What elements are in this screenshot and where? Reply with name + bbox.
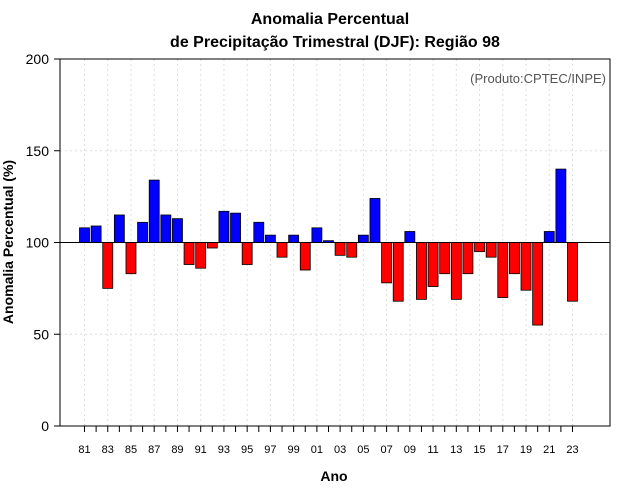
x-tick-label: 07: [380, 444, 392, 456]
bar-2001: [311, 227, 323, 243]
bar-1991: [195, 242, 207, 269]
bar-1989: [172, 218, 183, 243]
bar-2017: [497, 242, 509, 298]
bar-1986: [137, 221, 148, 243]
bar-1984: [113, 214, 125, 243]
bar-2004: [346, 242, 358, 258]
bar-2009: [404, 231, 416, 243]
bar-2015: [474, 242, 485, 253]
bar-2013: [450, 242, 462, 300]
bar-1985: [125, 242, 137, 275]
bar-1992: [206, 242, 218, 249]
bar-2007: [381, 242, 392, 284]
bar-1990: [183, 242, 195, 265]
bar-2011: [427, 242, 439, 287]
bar-1998: [276, 242, 288, 258]
y-tick-label: 200: [26, 51, 50, 67]
bar-2003: [334, 242, 346, 256]
x-tick-label: 19: [520, 444, 532, 456]
bar-2023: [567, 242, 578, 302]
y-tick-label: 0: [41, 418, 49, 434]
x-tick-label: 93: [218, 444, 230, 456]
x-tick-label: 11: [427, 444, 438, 456]
x-tick-label: 17: [497, 444, 509, 456]
chart-title: Anomalia Percentual: [251, 11, 409, 28]
bar-1982: [90, 225, 102, 243]
y-tick-label: 100: [26, 235, 50, 251]
y-tick-label: 150: [26, 143, 50, 159]
bar-2006: [369, 198, 381, 243]
x-tick-label: 81: [78, 444, 90, 456]
x-tick-label: 95: [241, 444, 253, 456]
bar-1983: [102, 242, 114, 289]
x-tick-label: 05: [357, 444, 369, 456]
bar-1994: [230, 212, 241, 243]
x-tick-label: 23: [566, 444, 578, 456]
bar-2012: [439, 242, 451, 275]
x-tick-label: 97: [264, 444, 276, 456]
bar-2005: [357, 234, 369, 243]
bar-1993: [218, 210, 230, 243]
bar-2008: [392, 242, 404, 302]
x-tick-label: 87: [148, 444, 160, 456]
bar-2019: [520, 242, 532, 291]
credit-label: (Produto:CPTEC/INPE): [470, 71, 606, 86]
bar-1999: [288, 234, 300, 243]
x-tick-label: 15: [473, 444, 485, 456]
bar-2000: [299, 242, 311, 271]
x-tick-label: 83: [102, 444, 114, 456]
bar-2022: [555, 168, 567, 243]
y-tick-label: 50: [33, 326, 49, 342]
axes: 0 50 100 150 200 81 83 85 87 89 91 93 95 97 99 01 03 05 07…: [26, 51, 611, 456]
bar-2014: [462, 242, 474, 275]
x-tick-label: 85: [125, 444, 137, 456]
bar-1997: [265, 234, 276, 243]
bar-1981: [79, 227, 90, 243]
x-tick-label: 89: [171, 444, 183, 456]
x-tick-label: 99: [288, 444, 300, 456]
x-tick-label: 03: [334, 444, 346, 456]
bar-1995: [241, 242, 253, 265]
bars: [79, 168, 578, 326]
bar-2018: [509, 242, 520, 275]
x-axis-label: Ano: [320, 468, 347, 484]
x-tick-label: 01: [311, 444, 323, 456]
y-axis-label: Anomalia Percentual (%): [0, 160, 16, 324]
bar-2020: [532, 242, 544, 326]
bar-1988: [160, 214, 172, 243]
x-tick-label: 13: [450, 444, 462, 456]
bar-1987: [148, 179, 160, 243]
x-tick-label: 91: [195, 444, 207, 456]
chart-subtitle: de Precipitação Trimestral (DJF): Região…: [170, 34, 500, 51]
x-tick-label: 09: [404, 444, 416, 456]
bar-2021: [543, 231, 555, 243]
grid: [60, 59, 610, 426]
bar-2016: [485, 242, 497, 258]
bar-2010: [416, 242, 427, 300]
x-tick-label: 21: [543, 444, 555, 456]
bar-1996: [253, 221, 265, 243]
